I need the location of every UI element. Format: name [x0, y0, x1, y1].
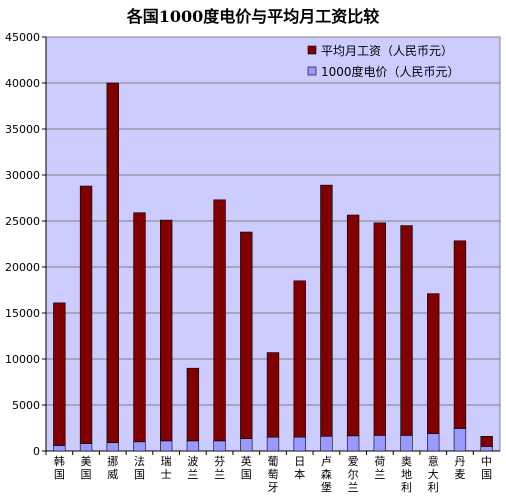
- y-tick-label: 45000: [5, 31, 40, 44]
- x-tick-label: 卢森堡: [321, 455, 332, 494]
- bar-electricity: [346, 435, 360, 452]
- bar-salary: [373, 222, 386, 436]
- bar-electricity: [480, 446, 493, 452]
- bar-salary: [79, 185, 93, 444]
- y-tick-label: 10000: [5, 353, 40, 366]
- bar-salary: [106, 82, 119, 444]
- bar-salary: [213, 199, 226, 442]
- bar-electricity: [186, 440, 200, 452]
- x-tick-label: 葡萄牙: [268, 455, 279, 494]
- bar-salary: [240, 231, 253, 439]
- bar-salary: [400, 225, 413, 436]
- bar-electricity: [320, 435, 333, 452]
- x-tick-label: 荷兰: [374, 455, 385, 481]
- x-tick-label: 丹麦: [454, 455, 465, 481]
- bar-electricity: [293, 436, 306, 452]
- x-tick-label: 波兰: [187, 455, 198, 481]
- y-tick-label: 30000: [5, 169, 40, 182]
- y-tick-label: 0: [33, 445, 40, 458]
- bar-electricity: [133, 441, 146, 452]
- legend-swatch: [307, 45, 317, 55]
- bar-salary: [320, 184, 333, 437]
- bar-salary: [453, 240, 467, 429]
- x-tick-label: 日本: [294, 455, 305, 481]
- legend-label: 平均月工资（人民币元）: [321, 44, 453, 58]
- bar-salary: [480, 435, 493, 447]
- legend-swatch: [307, 66, 317, 76]
- bar-electricity: [79, 443, 93, 452]
- x-tick-label: 美国: [81, 455, 92, 481]
- bar-electricity: [106, 442, 119, 452]
- y-tick-label: 35000: [5, 123, 40, 136]
- bar-electricity: [160, 440, 173, 452]
- x-tick-label: 爱尔兰: [348, 455, 359, 494]
- bar-electricity: [427, 433, 440, 452]
- y-tick-label: 20000: [5, 261, 40, 274]
- bar-salary: [160, 219, 173, 442]
- x-tick-label: 意大利: [428, 454, 439, 494]
- x-tick-label: 韩国: [54, 454, 65, 481]
- y-tick-label: 25000: [5, 215, 40, 228]
- x-tick-label: 瑞士: [161, 454, 172, 481]
- bar-salary: [186, 367, 200, 442]
- bar-salary: [346, 214, 360, 437]
- bar-salary: [427, 293, 440, 434]
- bar-electricity: [213, 440, 226, 452]
- bar-electricity: [453, 428, 467, 452]
- x-tick-label: 奥地利: [401, 454, 412, 494]
- bar-salary: [53, 302, 66, 446]
- x-tick-label: 中国: [481, 455, 492, 481]
- bar-electricity: [373, 435, 386, 452]
- chart-title: 各国1000度电价与平均月工资比较: [126, 7, 380, 26]
- bar-electricity: [400, 435, 413, 452]
- y-tick-label: 40000: [5, 77, 40, 90]
- y-tick-label: 5000: [12, 399, 40, 412]
- bar-electricity: [266, 436, 280, 452]
- x-tick-label: 挪威: [107, 454, 118, 481]
- bar-salary: [266, 352, 280, 438]
- bar-electricity: [53, 445, 66, 452]
- legend-label: 1000度电价（人民币元）: [321, 64, 460, 79]
- bar-salary: [293, 280, 306, 438]
- bar-electricity: [240, 438, 253, 452]
- x-tick-label: 英国: [241, 454, 252, 481]
- bar-salary: [133, 212, 146, 443]
- x-tick-label: 法国: [134, 454, 145, 481]
- y-tick-label: 15000: [5, 307, 40, 320]
- x-tick-label: 芬兰: [214, 455, 225, 481]
